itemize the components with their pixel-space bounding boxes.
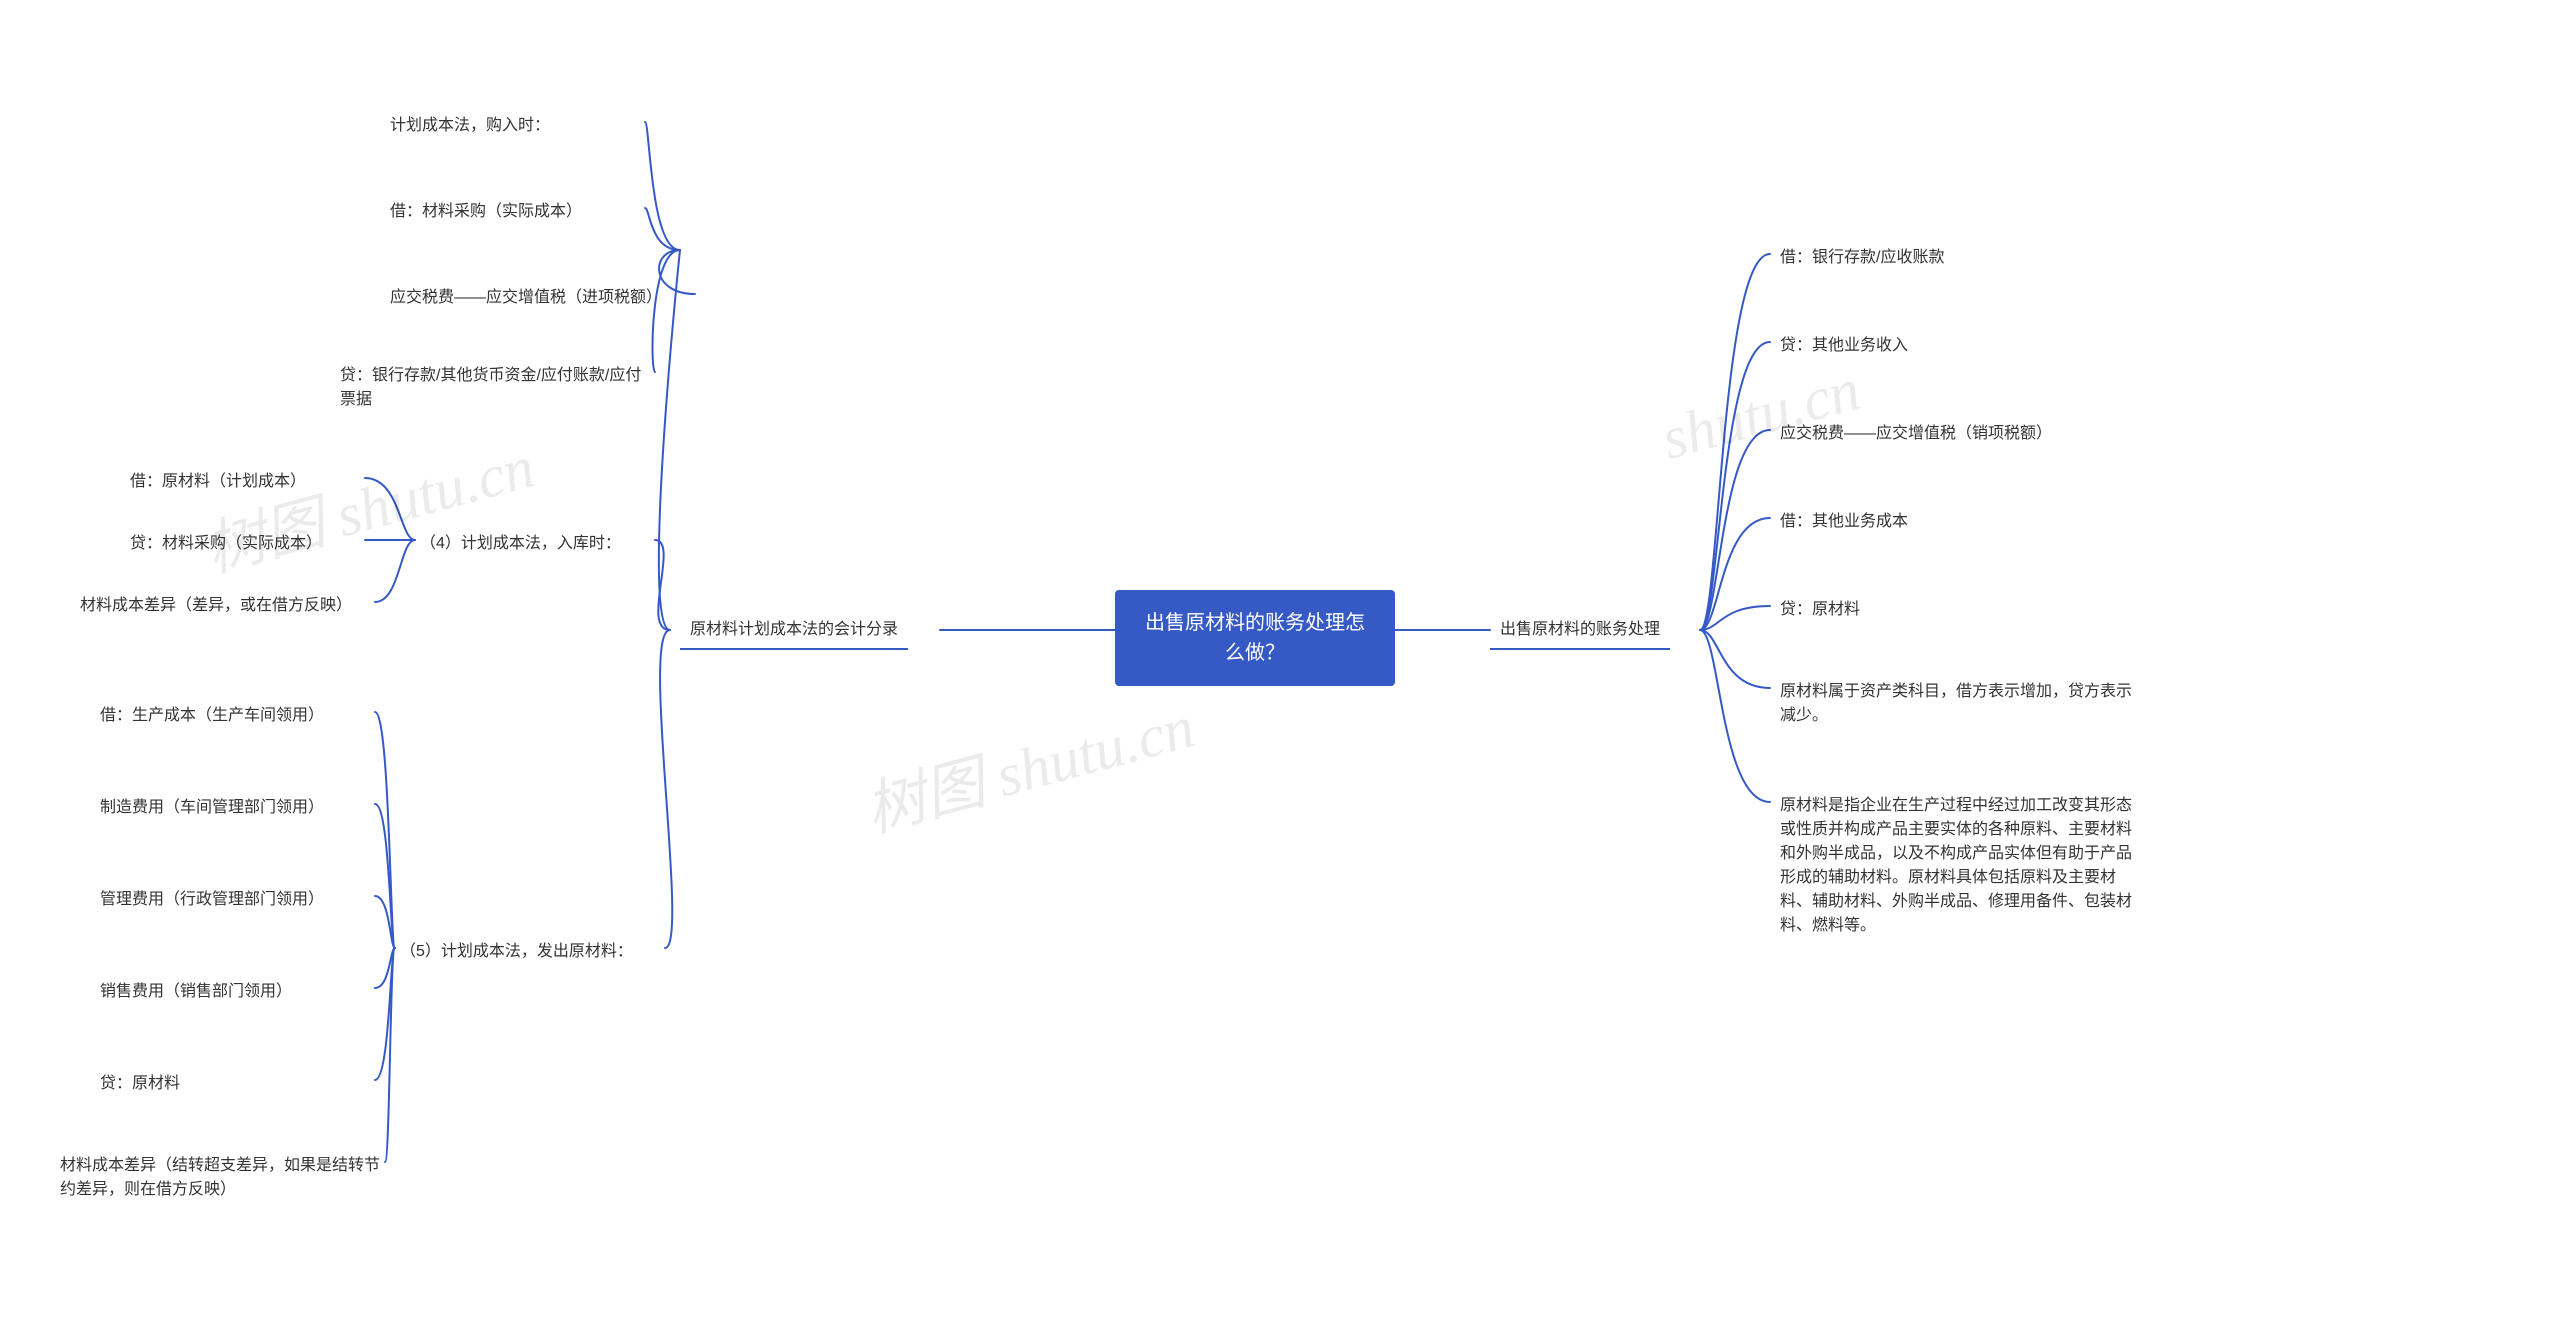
left-leaf: 销售费用（销售部门领用） (100, 976, 370, 1008)
left-leaf-text: 管理费用（行政管理部门领用） (100, 891, 324, 908)
left-leaf-text: 贷：银行存款/其他货币资金/应付账款/应付票据 (340, 367, 641, 408)
left-branch-label: 原材料计划成本法的会计分录 (680, 612, 908, 650)
left-leaf: 借：材料采购（实际成本） (390, 196, 640, 228)
left-leaf: 借：原材料（计划成本） (130, 466, 360, 498)
left-group-label-text: （4）计划成本法，入库时： (420, 535, 621, 552)
left-leaf-text: 材料成本差异（结转超支差异，如果是结转节约差异，则在借方反映） (60, 1157, 380, 1198)
left-leaf: 贷：原材料 (100, 1068, 370, 1100)
left-leaf-text: 材料成本差异（差异，或在借方反映） (80, 597, 352, 614)
right-leaf-text: 原材料是指企业在生产过程中经过加工改变其形态或性质并构成产品主要实体的各种原料、… (1780, 797, 2132, 934)
right-leaf: 借：其他业务成本 (1780, 506, 2080, 538)
right-leaf: 原材料是指企业在生产过程中经过加工改变其形态或性质并构成产品主要实体的各种原料、… (1780, 790, 2140, 942)
left-leaf: 管理费用（行政管理部门领用） (100, 884, 370, 916)
left-leaf: 计划成本法，购入时： (390, 110, 640, 142)
right-leaf-text: 贷：其他业务收入 (1780, 337, 1908, 354)
watermark-text: 树图 shutu.cn (194, 418, 542, 589)
root-node: 出售原材料的账务处理怎么做？ (1115, 590, 1395, 686)
left-leaf: 制造费用（车间管理部门领用） (100, 792, 370, 824)
right-leaf-text: 应交税费——应交增值税（销项税额） (1780, 425, 2052, 442)
left-leaf-text: 借：材料采购（实际成本） (390, 203, 582, 220)
right-branch-text: 出售原材料的账务处理 (1500, 621, 1660, 638)
left-leaf-text: 借：原材料（计划成本） (130, 473, 306, 490)
watermark-text: 树图 shutu.cn (854, 678, 1202, 849)
right-leaf: 贷：其他业务收入 (1780, 330, 2080, 362)
right-leaf: 原材料属于资产类科目，借方表示增加，贷方表示减少。 (1780, 676, 2140, 732)
left-group-label: （4）计划成本法，入库时： (420, 528, 650, 560)
root-text: 出售原材料的账务处理怎么做？ (1145, 612, 1365, 664)
left-leaf: 借：生产成本（生产车间领用） (100, 700, 370, 732)
watermark-text: shutu.cn (1655, 355, 1868, 474)
left-leaf: 材料成本差异（结转超支差异，如果是结转节约差异，则在借方反映） (60, 1150, 380, 1206)
right-leaf: 贷：原材料 (1780, 594, 2080, 626)
right-leaf: 借：银行存款/应收账款 (1780, 242, 2080, 274)
left-leaf-text: 借：生产成本（生产车间领用） (100, 707, 324, 724)
right-branch-label: 出售原材料的账务处理 (1490, 612, 1670, 650)
left-leaf: 贷：材料采购（实际成本） (130, 528, 360, 560)
left-leaf-text: 计划成本法，购入时： (390, 117, 550, 134)
left-leaf-text: 应交税费——应交增值税（进项税额） (390, 289, 662, 306)
right-leaf-text: 贷：原材料 (1780, 601, 1860, 618)
right-leaf: 应交税费——应交增值税（销项税额） (1780, 418, 2120, 450)
left-group-label-text: （5）计划成本法，发出原材料： (400, 943, 633, 960)
left-leaf-text: 制造费用（车间管理部门领用） (100, 799, 324, 816)
left-branch-text: 原材料计划成本法的会计分录 (690, 621, 898, 638)
left-leaf: 材料成本差异（差异，或在借方反映） (80, 590, 370, 622)
right-leaf-text: 借：银行存款/应收账款 (1780, 249, 1944, 266)
left-leaf-text: 销售费用（销售部门领用） (100, 983, 292, 1000)
left-leaf: 应交税费——应交增值税（进项税额） (390, 282, 690, 314)
mindmap-canvas: 出售原材料的账务处理怎么做？ 出售原材料的账务处理 原材料计划成本法的会计分录 … (0, 0, 2560, 1318)
right-leaf-text: 原材料属于资产类科目，借方表示增加，贷方表示减少。 (1780, 683, 2132, 724)
left-leaf: 贷：银行存款/其他货币资金/应付账款/应付票据 (340, 360, 650, 416)
left-group-label: （5）计划成本法，发出原材料： (400, 936, 660, 968)
left-leaf-text: 贷：材料采购（实际成本） (130, 535, 322, 552)
left-leaf-text: 贷：原材料 (100, 1075, 180, 1092)
right-leaf-text: 借：其他业务成本 (1780, 513, 1908, 530)
